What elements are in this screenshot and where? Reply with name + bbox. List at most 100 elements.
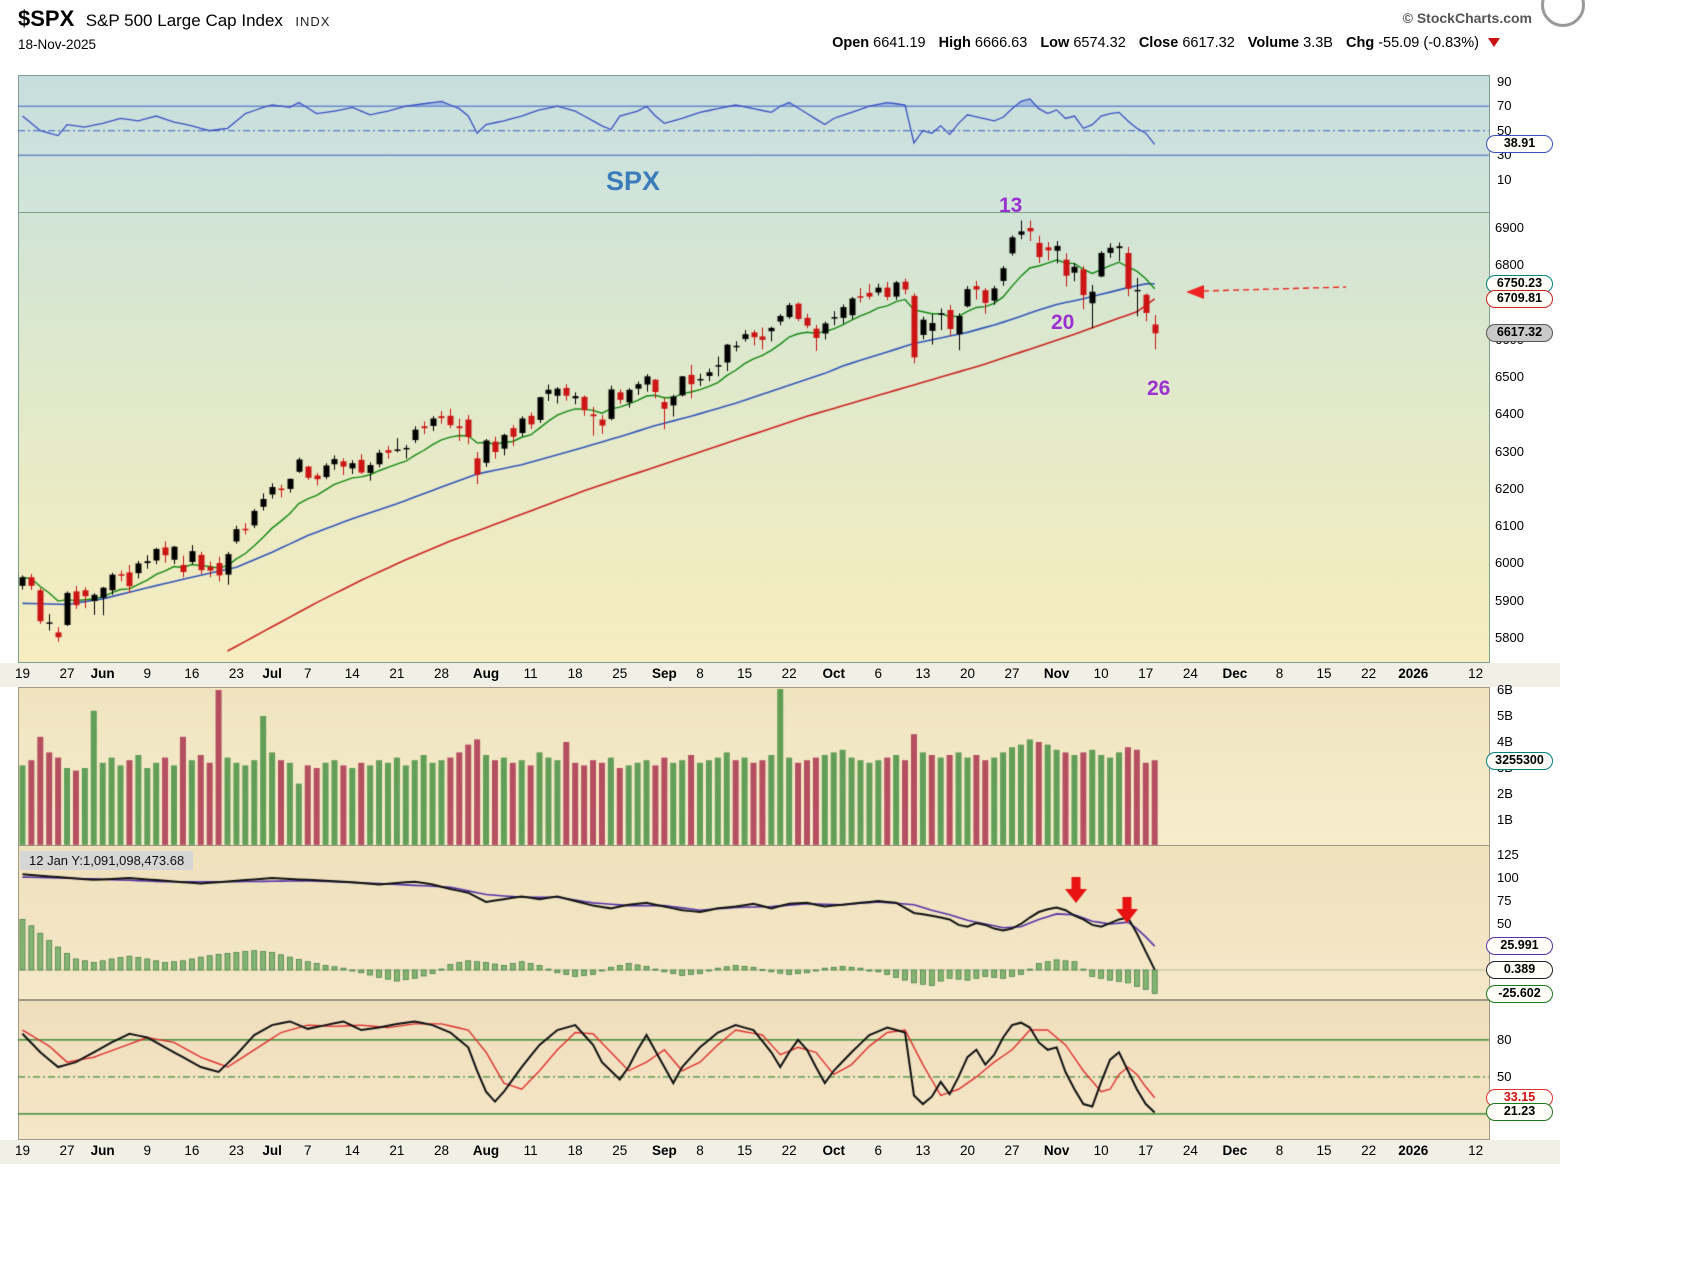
rsi-axis-label: 10 xyxy=(1497,171,1512,187)
date-tick-top: 16 xyxy=(184,666,200,681)
high-value: 6666.63 xyxy=(974,35,1028,51)
date-tick-top: 8 xyxy=(696,666,704,681)
date-tick-top: 25 xyxy=(612,666,628,681)
axis-value-tag: 6617.32 xyxy=(1486,324,1553,343)
symbol-name: S&P 500 Large Cap Index xyxy=(85,11,283,30)
quote-summary: Open 6641.19 High 6666.63 Low 6574.32 Cl… xyxy=(500,35,1500,51)
date-tick-bottom: 21 xyxy=(389,1143,405,1158)
high-label: High xyxy=(938,35,971,51)
axis-value-tag: -25.602 xyxy=(1486,984,1553,1003)
price-axis-label: 6400 xyxy=(1495,406,1524,422)
date-tick-top: 12 xyxy=(1468,666,1484,681)
date-tick-top: 17 xyxy=(1138,666,1154,681)
date-tick-top: 8 xyxy=(1275,666,1284,681)
date-tick-bottom: 22 xyxy=(781,1143,797,1158)
volume-axis-label: 6B xyxy=(1497,682,1513,697)
date-tick-bottom: 24 xyxy=(1182,1143,1198,1158)
axis-value-tag: 33.15 xyxy=(1486,1088,1553,1107)
date-tick-top: 9 xyxy=(143,666,152,681)
date-tick-top: 15 xyxy=(1316,666,1332,681)
price-axis-label: 6000 xyxy=(1495,555,1524,571)
exchange-label: INDX xyxy=(295,14,331,29)
date-tick-bottom: 8 xyxy=(696,1143,704,1158)
close-label: Close xyxy=(1138,35,1179,51)
date-tick-bottom: Oct xyxy=(822,1143,845,1158)
volume-value: 3.3B xyxy=(1303,35,1333,51)
date-tick-bottom: 7 xyxy=(303,1143,312,1158)
date-tick-top: Jun xyxy=(90,666,115,681)
price-axis-label: 6300 xyxy=(1495,443,1524,459)
symbol: $SPX xyxy=(18,6,75,31)
date-tick-top: 28 xyxy=(433,666,449,681)
date-tick-top: 20 xyxy=(959,666,975,681)
axis-value-tag: 3255300 xyxy=(1486,752,1553,771)
price-axis-label: 6800 xyxy=(1495,257,1524,273)
price-axis-label: 6200 xyxy=(1495,480,1524,496)
date-tick-bottom: 11 xyxy=(523,1143,538,1158)
oscillator-axis-label: 75 xyxy=(1497,893,1512,908)
date-tick-bottom: 25 xyxy=(612,1143,628,1158)
date-tick-bottom: 16 xyxy=(184,1143,200,1158)
price-axis-label: 5900 xyxy=(1495,592,1524,608)
date-tick-bottom: 28 xyxy=(433,1143,449,1158)
date-tick-bottom: 19 xyxy=(14,1143,30,1158)
date-tick-top: 18 xyxy=(567,666,583,681)
date-tick-bottom: 23 xyxy=(228,1143,244,1158)
volume-axis-label: 4B xyxy=(1497,734,1513,749)
date-tick-bottom: 20 xyxy=(959,1143,975,1158)
low-label: Low xyxy=(1040,35,1070,51)
date-tick-top: Aug xyxy=(472,666,500,681)
date-tick-bottom: 14 xyxy=(344,1143,360,1158)
date-tick-bottom: 10 xyxy=(1093,1143,1109,1158)
volume-axis-label: 2B xyxy=(1497,786,1513,801)
date-tick-top: Sep xyxy=(651,666,677,681)
chg-label: Chg xyxy=(1346,35,1375,51)
oscillator-axis-label: 100 xyxy=(1497,870,1519,885)
volume-label: Volume xyxy=(1247,35,1300,51)
date-tick-bottom: 2026 xyxy=(1398,1143,1429,1158)
date-tick-bottom: 6 xyxy=(874,1143,883,1158)
date-tick-bottom: 27 xyxy=(59,1143,75,1158)
date-tick-bottom: 17 xyxy=(1138,1143,1154,1158)
date-tick-bottom: 27 xyxy=(1004,1143,1020,1158)
date-tick-bottom: Dec xyxy=(1222,1143,1248,1158)
date-tick-bottom: Sep xyxy=(651,1143,677,1158)
axis-value-tag: 6709.81 xyxy=(1486,289,1553,308)
chart-date: 18-Nov-2025 xyxy=(18,37,97,52)
oscillator-axis-label: 125 xyxy=(1497,847,1519,862)
open-value: 6641.19 xyxy=(873,35,926,51)
close-value: 6617.32 xyxy=(1182,35,1235,51)
date-tick-bottom: 13 xyxy=(915,1143,931,1158)
date-tick-bottom: 18 xyxy=(567,1143,583,1158)
rsi-axis-label: 90 xyxy=(1497,73,1512,89)
crosshair-readout: 12 Jan Y:1,091,098,473.68 xyxy=(20,851,194,870)
date-tick-bottom: 15 xyxy=(737,1143,753,1158)
date-tick-top: Nov xyxy=(1043,666,1070,681)
date-tick-top: 27 xyxy=(1004,666,1020,681)
date-tick-bottom: 15 xyxy=(1316,1143,1332,1158)
date-tick-top: 15 xyxy=(737,666,753,681)
price-axis-label: 5800 xyxy=(1495,630,1524,645)
date-tick-top: 7 xyxy=(303,666,312,681)
date-tick-bottom: 9 xyxy=(143,1143,152,1158)
volume-axis-label: 5B xyxy=(1497,708,1513,723)
date-tick-bottom: 8 xyxy=(1275,1143,1284,1158)
axis-value-tag: 0.389 xyxy=(1486,960,1553,979)
date-tick-top: 13 xyxy=(915,666,931,681)
date-tick-top: 24 xyxy=(1182,666,1198,681)
rsi-axis-label: 70 xyxy=(1497,98,1512,114)
date-tick-bottom: 22 xyxy=(1361,1143,1377,1158)
date-tick-top: 6 xyxy=(874,666,883,681)
chart-header: $SPX S&P 500 Large Cap Index INDX xyxy=(18,6,330,32)
date-tick-top: 22 xyxy=(1361,666,1377,681)
axis-value-tag: 38.91 xyxy=(1486,135,1553,154)
spx-watermark-label: SPX xyxy=(606,166,661,196)
date-tick-top: 27 xyxy=(59,666,75,681)
date-tick-bottom: Nov xyxy=(1043,1143,1070,1158)
annotation-count-26: 26 xyxy=(1147,377,1171,400)
stockcharts-copyright: © StockCharts.com xyxy=(1402,10,1532,26)
price-axis-label: 6900 xyxy=(1495,220,1524,235)
date-tick-top: Dec xyxy=(1222,666,1248,681)
price-axis-label: 6500 xyxy=(1495,369,1524,385)
